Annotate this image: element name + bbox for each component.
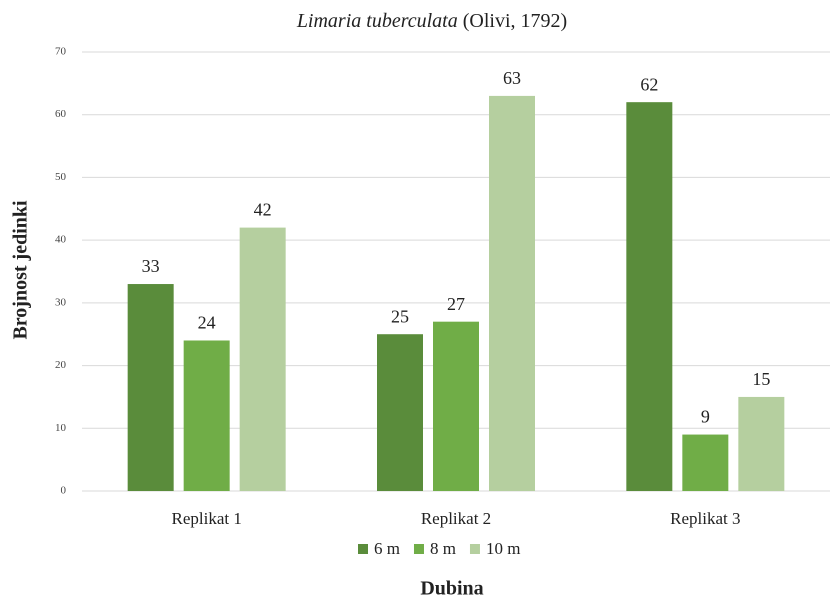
x-tick-label: Replikat 3 (670, 509, 740, 528)
bar (127, 284, 174, 491)
y-tick-label: 60 (55, 108, 67, 120)
title-plain: (Olivi, 1792) (463, 10, 567, 32)
chart-title: Limaria tuberculata (Olivi, 1792) (296, 10, 567, 32)
title-italic: Limaria tuberculata (296, 10, 458, 32)
data-label: 25 (391, 306, 409, 326)
legend-swatch (469, 544, 480, 554)
legend-label: 8 m (430, 539, 456, 558)
bar (433, 321, 479, 491)
x-axis-label: Dubina (420, 578, 483, 600)
data-label: 27 (447, 294, 465, 314)
data-label: 42 (254, 200, 272, 220)
y-tick-label: 30 (55, 296, 67, 308)
legend-swatch (358, 544, 368, 554)
data-label: 33 (142, 256, 160, 276)
legend-label: 6 m (374, 539, 400, 558)
y-tick-label: 20 (55, 359, 67, 371)
x-tick-label: Replikat 2 (421, 509, 491, 528)
bar (239, 227, 286, 491)
bar (626, 102, 673, 492)
bar (682, 434, 729, 491)
data-label: 63 (503, 68, 521, 88)
data-label: 15 (752, 369, 770, 389)
y-tick-label: 70 (55, 46, 67, 58)
y-axis-label: Brojnost jedinki (10, 200, 32, 340)
data-label: 24 (198, 313, 216, 333)
y-tick-label: 40 (55, 234, 67, 246)
y-tick-label: 10 (55, 422, 67, 434)
x-tick-label: Replikat 1 (171, 509, 241, 528)
bar (489, 95, 535, 492)
bar (183, 340, 230, 491)
bar (738, 396, 785, 491)
data-label: 9 (701, 407, 710, 427)
legend-label: 10 m (486, 539, 520, 558)
data-label: 62 (640, 74, 658, 94)
legend-swatch (413, 544, 424, 554)
bar (377, 334, 423, 491)
y-tick-label: 0 (61, 485, 67, 497)
y-tick-label: 50 (55, 171, 67, 183)
